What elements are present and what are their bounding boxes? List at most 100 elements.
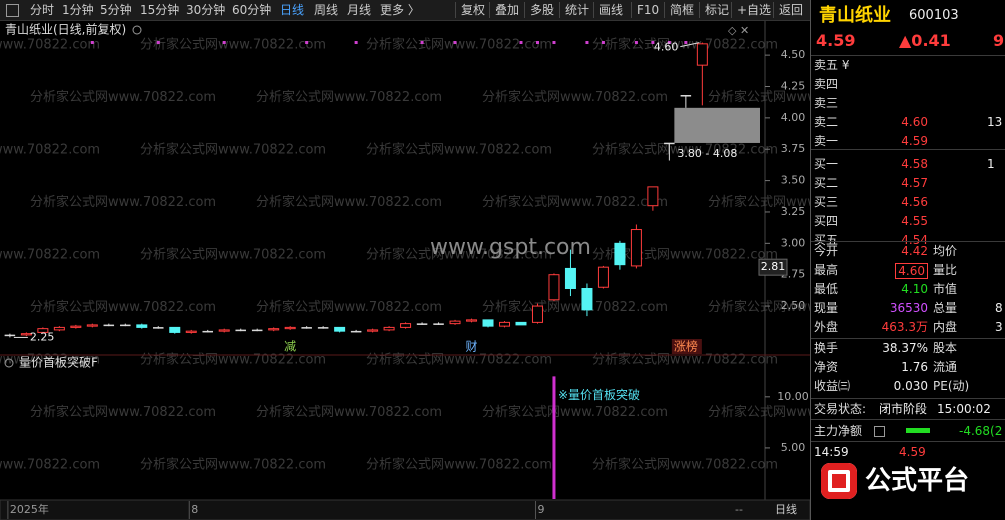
- candle-body: [597, 266, 609, 288]
- toolbar-button[interactable]: F10: [637, 3, 660, 17]
- cursor-price-box: [758, 258, 788, 276]
- watermark: 分析家公式网www.70822.com: [140, 247, 326, 263]
- signal-dot: [222, 41, 226, 44]
- toolbar-button[interactable]: +自选: [737, 3, 772, 17]
- candle-body: [548, 274, 560, 301]
- candle-body: [499, 321, 511, 327]
- row-label: 买一: [814, 157, 839, 171]
- watermark: 分析家公式网www.70822.com: [708, 404, 810, 420]
- gap-zone: [674, 107, 760, 143]
- row-label: 今开: [814, 244, 839, 258]
- watermark: 分析家公式网www.70822.com: [482, 89, 668, 105]
- candle-body: [218, 329, 230, 332]
- watermark: 分析家公式网www.70822.com: [140, 37, 326, 53]
- watermark: 分析家公式网www.70822.com: [30, 404, 216, 420]
- row-label: 卖二: [814, 115, 839, 129]
- candle-body: [185, 330, 197, 333]
- period-tab[interactable]: 分时: [30, 3, 55, 17]
- row-value: 36530: [889, 301, 928, 315]
- period-tab[interactable]: 5分钟: [100, 3, 132, 17]
- toolbar-button[interactable]: 返回: [779, 3, 804, 17]
- watermark: 分析家公式网www.70822.com: [482, 194, 668, 210]
- stock-name: 青山纸业: [819, 5, 891, 26]
- toolbar-button[interactable]: 叠加: [495, 3, 520, 17]
- flow-icon: [874, 426, 885, 437]
- bar-period: 日线: [775, 502, 797, 516]
- signal-dot: [585, 41, 589, 44]
- period-tab[interactable]: 15分钟: [140, 3, 180, 17]
- separator: [455, 2, 456, 18]
- candle-body: [169, 326, 181, 333]
- toolbar-button[interactable]: 标记: [705, 3, 730, 17]
- last-price: 4.59: [816, 31, 856, 50]
- y-tick-label: 3.25: [781, 205, 806, 218]
- indicator-title: 量价首板突破F: [19, 355, 98, 370]
- watermark: 分析家公式网www.70822.com: [708, 299, 810, 315]
- period-tab[interactable]: 30分钟: [186, 3, 226, 17]
- candle-body: [515, 321, 527, 326]
- period-tab[interactable]: 日线: [280, 3, 305, 17]
- candle-body: [564, 267, 576, 290]
- candle-body: [37, 328, 49, 333]
- toolbar-button[interactable]: 画线: [599, 3, 624, 17]
- watermark: 分析家公式网www.70822.com: [256, 89, 442, 105]
- period-tab[interactable]: 1分钟: [62, 3, 94, 17]
- period-tab[interactable]: 60分钟: [232, 3, 272, 17]
- settings-icon: [4, 358, 14, 368]
- tick-price: 4.59: [899, 445, 926, 459]
- y-tick-label: 4.25: [781, 79, 806, 92]
- y-tick-label: 5.00: [781, 441, 806, 454]
- separator: [559, 2, 560, 18]
- signal-dot: [684, 41, 688, 44]
- watermark: 分析家公式网www.70822.com: [592, 37, 778, 53]
- flow-label: 主力净额: [814, 424, 863, 438]
- change: ▲0.41: [899, 31, 951, 50]
- candle-body: [70, 325, 82, 328]
- separator: [731, 2, 732, 18]
- row-label: 内盘: [933, 320, 958, 334]
- y-tick-label: 3.75: [781, 142, 806, 155]
- menu-icon[interactable]: [6, 4, 19, 17]
- separator: [811, 55, 1005, 56]
- candle-body: [350, 330, 362, 333]
- logo-icon: [821, 463, 857, 499]
- signal-dot: [535, 41, 539, 44]
- period-tab[interactable]: 更多 〉: [380, 3, 420, 17]
- candle-body: [202, 330, 213, 333]
- toolbar-button[interactable]: 复权: [461, 3, 486, 17]
- row-label: 总量: [933, 301, 958, 315]
- row-label: 股本: [933, 341, 958, 355]
- signal-dot: [420, 41, 424, 44]
- signal-dot: [519, 41, 523, 44]
- candle-body: [284, 326, 296, 330]
- watermark: 分析家公式网www.70822.com: [30, 299, 216, 315]
- watermark: 分析家公式网www.70822.com: [366, 37, 552, 53]
- candle-body: [86, 324, 98, 327]
- toolbar-button[interactable]: 多股: [530, 3, 555, 17]
- candle-body: [449, 320, 461, 325]
- period-tab[interactable]: 月线: [347, 3, 372, 17]
- row-value: 1.76: [901, 360, 928, 374]
- separator: [631, 2, 632, 18]
- period-tab[interactable]: 周线: [314, 3, 339, 17]
- cursor-price: 2.81: [761, 260, 786, 273]
- event-label: 减: [284, 340, 296, 354]
- row-volume: 1: [987, 157, 995, 171]
- toolbar: 分时 1分钟 5分钟 15分钟 30分钟 60分钟 日线 周线 月线 更多 〉 复权 叠加 多股 统计 画线…: [0, 0, 810, 21]
- toolbar-button[interactable]: 统计: [565, 3, 590, 17]
- bar-status: --: [735, 503, 743, 516]
- y-tick-label: 4.50: [781, 48, 806, 61]
- candle-body: [664, 142, 675, 145]
- candle-body: [531, 305, 543, 323]
- signal-dot: [156, 41, 160, 44]
- gap-label: 3.80 - 4.08: [677, 147, 737, 160]
- signal-dot: [601, 41, 605, 44]
- toolbar-button[interactable]: 简框: [670, 3, 695, 17]
- high-arrow: [680, 42, 700, 48]
- row-label: 买三: [814, 195, 839, 209]
- row-label: 流通: [933, 360, 958, 374]
- x-tick-label: 9: [537, 503, 544, 516]
- event-label: 财: [466, 340, 478, 354]
